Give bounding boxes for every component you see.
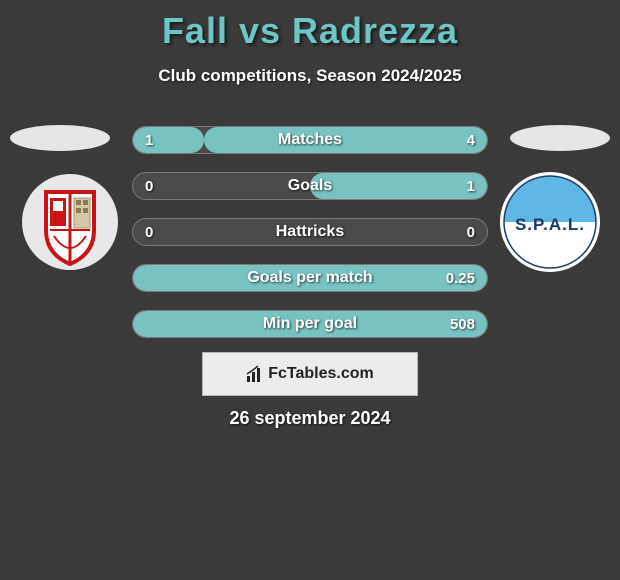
brand-badge[interactable]: FcTables.com: [202, 352, 418, 396]
stat-label: Matches: [133, 131, 487, 149]
player-right-ellipse: [510, 125, 610, 151]
subtitle: Club competitions, Season 2024/2025: [0, 66, 620, 86]
club-crest-right: S.P.A.L.: [500, 172, 600, 272]
stat-value-left: 0: [145, 224, 153, 241]
club-crest-left: [20, 172, 120, 272]
stat-value-left: 0: [145, 178, 153, 195]
stat-row-goals: 0 Goals 1: [132, 172, 488, 200]
page-title: Fall vs Radrezza: [0, 0, 620, 52]
stat-value-right: 0: [467, 224, 475, 241]
stat-label: Goals per match: [133, 269, 487, 287]
bar-chart-icon: [246, 365, 264, 383]
stat-value-left: 1: [145, 132, 153, 149]
stat-row-matches: 1 Matches 4: [132, 126, 488, 154]
stat-label: Hattricks: [133, 223, 487, 241]
stat-label: Goals: [133, 177, 487, 195]
stat-value-right: 508: [450, 316, 475, 333]
stat-label: Min per goal: [133, 315, 487, 333]
stat-value-right: 4: [467, 132, 475, 149]
stat-row-goals-per-match: Goals per match 0.25: [132, 264, 488, 292]
crest-right-text: S.P.A.L.: [515, 215, 585, 234]
date-text: 26 september 2024: [0, 408, 620, 429]
stat-row-min-per-goal: Min per goal 508: [132, 310, 488, 338]
stat-row-hattricks: 0 Hattricks 0: [132, 218, 488, 246]
brand-text: FcTables.com: [268, 365, 374, 383]
player-left-ellipse: [10, 125, 110, 151]
stat-value-right: 1: [467, 178, 475, 195]
stat-value-right: 0.25: [446, 270, 475, 287]
stats-container: 1 Matches 4 0 Goals 1 0 Hattricks 0 Goal…: [132, 126, 488, 356]
